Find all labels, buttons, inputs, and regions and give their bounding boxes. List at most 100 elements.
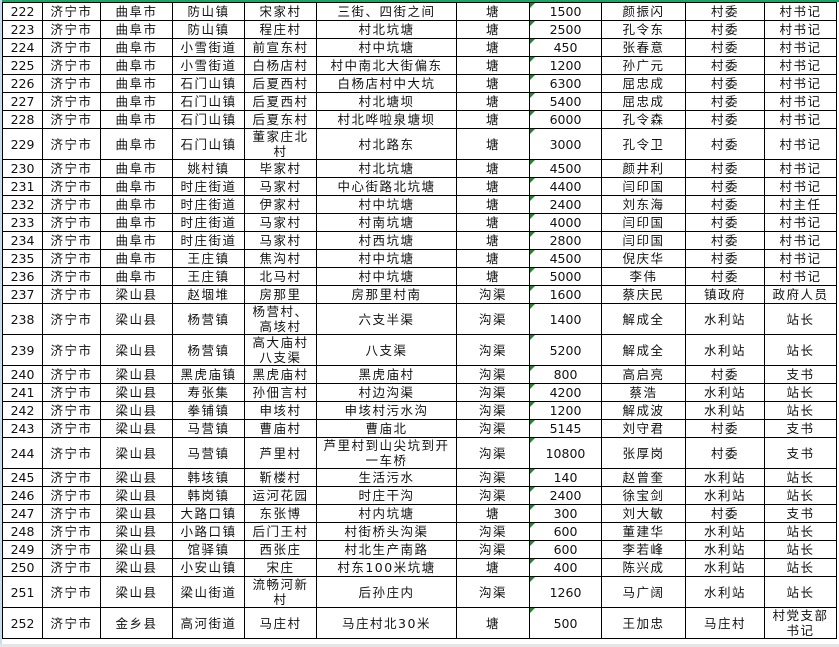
cell-organization[interactable]: 水利站 bbox=[685, 576, 765, 608]
cell-village[interactable]: 焦沟村 bbox=[244, 249, 317, 268]
cell-water-type[interactable]: 塘 bbox=[456, 56, 530, 75]
cell-organization[interactable]: 水利站 bbox=[685, 383, 765, 402]
cell-town[interactable]: 拳铺镇 bbox=[172, 401, 245, 420]
cell-area[interactable]: 600 bbox=[529, 522, 602, 541]
cell-water-type[interactable]: 塘 bbox=[456, 20, 530, 39]
cell-position[interactable]: 村书记 bbox=[764, 231, 837, 250]
cell-position[interactable]: 村书记 bbox=[764, 128, 837, 160]
cell-row-number[interactable]: 251 bbox=[2, 576, 43, 608]
cell-village[interactable]: 毕家村 bbox=[244, 159, 317, 178]
cell-town[interactable]: 时庄街道 bbox=[172, 177, 245, 196]
cell-organization[interactable]: 水利站 bbox=[685, 401, 765, 420]
cell-village[interactable]: 伊家村 bbox=[244, 195, 317, 214]
cell-position[interactable]: 站长 bbox=[764, 558, 837, 577]
cell-area[interactable]: 2800 bbox=[529, 231, 602, 250]
cell-village[interactable]: 马家村 bbox=[244, 213, 317, 232]
cell-city[interactable]: 济宁市 bbox=[42, 486, 101, 505]
cell-county[interactable]: 曲阜市 bbox=[100, 56, 173, 75]
cell-water-type[interactable]: 塘 bbox=[456, 558, 530, 577]
cell-city[interactable]: 济宁市 bbox=[42, 267, 101, 286]
cell-organization[interactable]: 水利站 bbox=[685, 558, 765, 577]
cell-town[interactable]: 马营镇 bbox=[172, 437, 245, 469]
cell-row-number[interactable]: 244 bbox=[2, 437, 43, 469]
cell-village[interactable]: 运河花园 bbox=[244, 486, 317, 505]
cell-county[interactable]: 梁山县 bbox=[100, 401, 173, 420]
cell-village[interactable]: 靳楼村 bbox=[244, 468, 317, 487]
cell-area[interactable]: 3000 bbox=[529, 128, 602, 160]
cell-location[interactable]: 生活污水 bbox=[316, 468, 457, 487]
cell-location[interactable]: 三街、四街之间 bbox=[316, 2, 457, 21]
cell-county[interactable]: 梁山县 bbox=[100, 468, 173, 487]
cell-location[interactable]: 申垓村污水沟 bbox=[316, 401, 457, 420]
cell-location[interactable]: 村北坑塘 bbox=[316, 20, 457, 39]
cell-water-type[interactable]: 沟渠 bbox=[456, 383, 530, 402]
cell-village[interactable]: 后夏西村 bbox=[244, 74, 317, 93]
cell-county[interactable]: 梁山县 bbox=[100, 365, 173, 384]
cell-village[interactable]: 高大庙村八支渠 bbox=[244, 334, 317, 366]
cell-village[interactable]: 马庄村 bbox=[244, 607, 317, 639]
cell-position[interactable]: 村书记 bbox=[764, 20, 837, 39]
cell-area[interactable]: 600 bbox=[529, 540, 602, 559]
cell-county[interactable]: 曲阜市 bbox=[100, 213, 173, 232]
cell-water-type[interactable]: 沟渠 bbox=[456, 334, 530, 366]
cell-county[interactable]: 曲阜市 bbox=[100, 249, 173, 268]
cell-position[interactable]: 村书记 bbox=[764, 213, 837, 232]
cell-village[interactable]: 程庄村 bbox=[244, 20, 317, 39]
cell-village[interactable]: 后夏东村 bbox=[244, 110, 317, 129]
cell-town[interactable]: 杨营镇 bbox=[172, 334, 245, 366]
cell-organization[interactable]: 镇政府 bbox=[685, 285, 765, 304]
cell-county[interactable]: 梁山县 bbox=[100, 540, 173, 559]
cell-responsible-person[interactable]: 孔令东 bbox=[601, 20, 686, 39]
cell-city[interactable]: 济宁市 bbox=[42, 468, 101, 487]
cell-town[interactable]: 时庄街道 bbox=[172, 213, 245, 232]
cell-responsible-person[interactable]: 蔡浩 bbox=[601, 383, 686, 402]
cell-position[interactable]: 村书记 bbox=[764, 249, 837, 268]
cell-organization[interactable]: 水利站 bbox=[685, 303, 765, 335]
cell-responsible-person[interactable]: 闫印国 bbox=[601, 213, 686, 232]
cell-position[interactable]: 村书记 bbox=[764, 2, 837, 21]
cell-position[interactable]: 支书 bbox=[764, 419, 837, 438]
cell-water-type[interactable]: 沟渠 bbox=[456, 486, 530, 505]
cell-area[interactable]: 4500 bbox=[529, 249, 602, 268]
cell-area[interactable]: 300 bbox=[529, 504, 602, 523]
cell-water-type[interactable]: 沟渠 bbox=[456, 576, 530, 608]
cell-row-number[interactable]: 230 bbox=[2, 159, 43, 178]
cell-position[interactable]: 站长 bbox=[764, 303, 837, 335]
cell-location[interactable]: 村南坑塘 bbox=[316, 213, 457, 232]
cell-position[interactable]: 村书记 bbox=[764, 267, 837, 286]
cell-location[interactable]: 村中坑塘 bbox=[316, 267, 457, 286]
cell-city[interactable]: 济宁市 bbox=[42, 213, 101, 232]
cell-city[interactable]: 济宁市 bbox=[42, 576, 101, 608]
cell-area[interactable]: 4000 bbox=[529, 213, 602, 232]
cell-row-number[interactable]: 227 bbox=[2, 92, 43, 111]
cell-city[interactable]: 济宁市 bbox=[42, 437, 101, 469]
cell-town[interactable]: 馆驿镇 bbox=[172, 540, 245, 559]
cell-row-number[interactable]: 247 bbox=[2, 504, 43, 523]
cell-village[interactable]: 马家村 bbox=[244, 231, 317, 250]
cell-area[interactable]: 800 bbox=[529, 365, 602, 384]
cell-area[interactable]: 4500 bbox=[529, 159, 602, 178]
cell-responsible-person[interactable]: 刘守君 bbox=[601, 419, 686, 438]
cell-responsible-person[interactable]: 解成全 bbox=[601, 303, 686, 335]
cell-responsible-person[interactable]: 董建华 bbox=[601, 522, 686, 541]
cell-row-number[interactable]: 243 bbox=[2, 419, 43, 438]
cell-area[interactable]: 1260 bbox=[529, 576, 602, 608]
cell-position[interactable]: 站长 bbox=[764, 576, 837, 608]
cell-town[interactable]: 小路口镇 bbox=[172, 522, 245, 541]
cell-town[interactable]: 黑虎庙镇 bbox=[172, 365, 245, 384]
cell-position[interactable]: 村党支部书记 bbox=[764, 607, 837, 639]
cell-area[interactable]: 1500 bbox=[529, 2, 602, 21]
cell-responsible-person[interactable]: 孔令卫 bbox=[601, 128, 686, 160]
cell-town[interactable]: 小雪街道 bbox=[172, 56, 245, 75]
cell-responsible-person[interactable]: 蔡庆民 bbox=[601, 285, 686, 304]
cell-county[interactable]: 曲阜市 bbox=[100, 267, 173, 286]
cell-responsible-person[interactable]: 张厚岗 bbox=[601, 437, 686, 469]
cell-county[interactable]: 梁山县 bbox=[100, 558, 173, 577]
cell-row-number[interactable]: 229 bbox=[2, 128, 43, 160]
cell-row-number[interactable]: 242 bbox=[2, 401, 43, 420]
cell-town[interactable]: 杨营镇 bbox=[172, 303, 245, 335]
cell-organization[interactable]: 村委 bbox=[685, 20, 765, 39]
cell-town[interactable]: 梁山街道 bbox=[172, 576, 245, 608]
cell-responsible-person[interactable]: 马广阔 bbox=[601, 576, 686, 608]
cell-area[interactable]: 1600 bbox=[529, 285, 602, 304]
